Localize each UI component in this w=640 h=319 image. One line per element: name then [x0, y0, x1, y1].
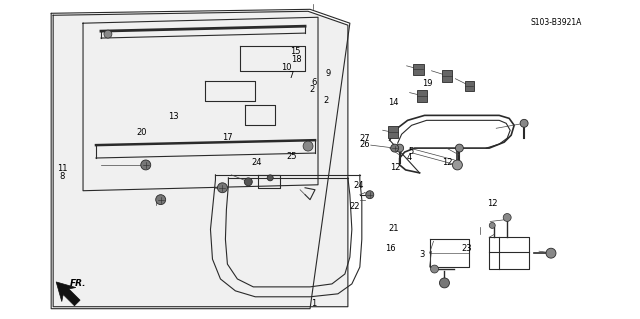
Circle shape	[268, 175, 273, 181]
Text: 21: 21	[388, 224, 399, 233]
Text: 15: 15	[291, 47, 301, 56]
Text: S103-B3921A: S103-B3921A	[530, 19, 582, 27]
Circle shape	[396, 144, 404, 152]
Text: 8: 8	[60, 172, 65, 182]
Circle shape	[452, 160, 462, 170]
Text: 11: 11	[57, 164, 67, 173]
Circle shape	[503, 213, 511, 221]
Text: 16: 16	[385, 243, 396, 253]
Text: 22: 22	[350, 203, 360, 211]
Text: 12: 12	[390, 163, 401, 172]
Text: 3: 3	[419, 250, 425, 259]
Polygon shape	[56, 282, 80, 306]
Circle shape	[546, 248, 556, 258]
Text: 19: 19	[422, 79, 432, 88]
Text: FR.: FR.	[70, 279, 86, 288]
Circle shape	[440, 278, 449, 288]
Bar	[442, 70, 452, 82]
Bar	[413, 64, 424, 75]
Circle shape	[244, 178, 252, 186]
Text: 20: 20	[136, 128, 147, 137]
Circle shape	[156, 195, 166, 204]
Circle shape	[489, 222, 495, 228]
Text: 10: 10	[281, 63, 291, 72]
Circle shape	[520, 119, 528, 127]
Text: 13: 13	[168, 112, 179, 121]
Bar	[388, 126, 397, 138]
Text: 2: 2	[309, 85, 314, 94]
Text: 12: 12	[442, 158, 452, 167]
Circle shape	[303, 141, 313, 151]
Text: 26: 26	[359, 140, 370, 149]
Text: 27: 27	[359, 134, 370, 143]
Text: 12: 12	[487, 199, 497, 208]
Text: 18: 18	[291, 55, 301, 64]
Text: 4: 4	[406, 153, 412, 162]
Circle shape	[104, 30, 112, 38]
Text: 24: 24	[251, 158, 262, 167]
Bar	[465, 81, 474, 91]
Text: 9: 9	[326, 69, 331, 78]
Polygon shape	[53, 11, 348, 307]
Text: 14: 14	[388, 98, 399, 107]
Circle shape	[218, 183, 227, 193]
Text: 25: 25	[286, 152, 296, 161]
Text: 23: 23	[461, 243, 472, 253]
Text: 5: 5	[408, 147, 413, 156]
Circle shape	[366, 191, 374, 199]
Text: 6: 6	[311, 78, 316, 87]
Circle shape	[431, 265, 438, 273]
Bar	[417, 90, 426, 101]
Text: 7: 7	[289, 70, 294, 79]
Text: 17: 17	[222, 133, 233, 142]
Text: 2: 2	[324, 96, 329, 105]
Circle shape	[390, 144, 399, 152]
Circle shape	[456, 144, 463, 152]
Text: 1: 1	[311, 299, 316, 308]
Circle shape	[141, 160, 151, 170]
Text: 24: 24	[353, 181, 364, 190]
